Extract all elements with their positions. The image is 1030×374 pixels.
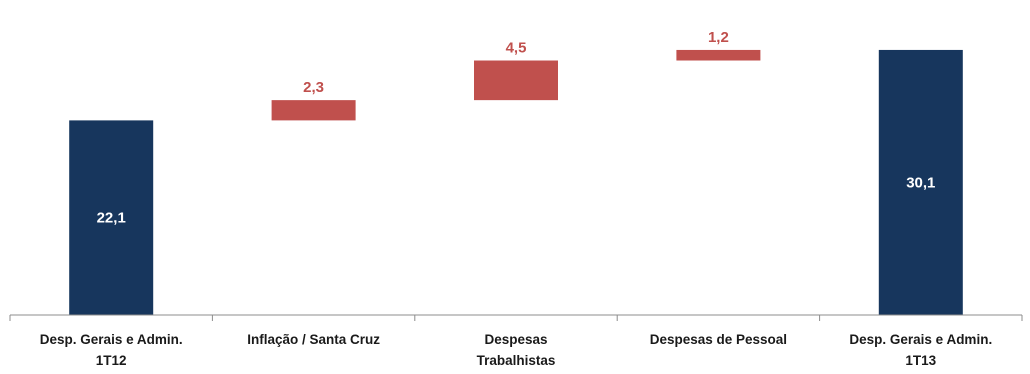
x-tick-label-line: 1T12 [96, 353, 127, 368]
x-axis: Desp. Gerais e Admin. 1T12 Inflação / Sant… [9, 314, 1023, 368]
x-tick-label-1: Inflação / Santa Cruz [247, 332, 380, 347]
x-tick-label-line: Despesas [484, 332, 547, 347]
data-label-1: 2,3 [303, 79, 324, 96]
data-label-4: 30,1 [906, 174, 935, 191]
x-tick-label-line: Inflação / Santa Cruz [247, 332, 380, 347]
x-tick-label-0: Desp. Gerais e Admin. 1T12 [40, 332, 183, 368]
x-tick-label-2: Despesas Trabalhistas [477, 332, 556, 368]
x-tick-label-3: Despesas de Pessoal [650, 332, 787, 347]
data-label-3: 1,2 [708, 29, 729, 46]
x-tick-label-line: Desp. Gerais e Admin. [849, 332, 992, 347]
x-tick-label-line: Despesas de Pessoal [650, 332, 787, 347]
x-tick-label-4: Desp. Gerais e Admin. 1T13 [849, 332, 992, 368]
bar-1 [271, 100, 356, 121]
bar-2 [474, 60, 558, 101]
bar-0 [69, 120, 154, 315]
bars-group [69, 49, 963, 315]
data-label-2: 4,5 [506, 40, 527, 57]
x-tick-label-line: Desp. Gerais e Admin. [40, 332, 183, 347]
data-label-0: 22,1 [97, 210, 126, 227]
x-tick-label-line: Trabalhistas [477, 353, 556, 368]
bar-4 [878, 49, 963, 315]
x-tick-label-line: 1T13 [905, 353, 936, 368]
bar-3 [676, 49, 761, 61]
labels-group: 22,1 2,3 4,5 1,2 30,1 [97, 29, 936, 227]
